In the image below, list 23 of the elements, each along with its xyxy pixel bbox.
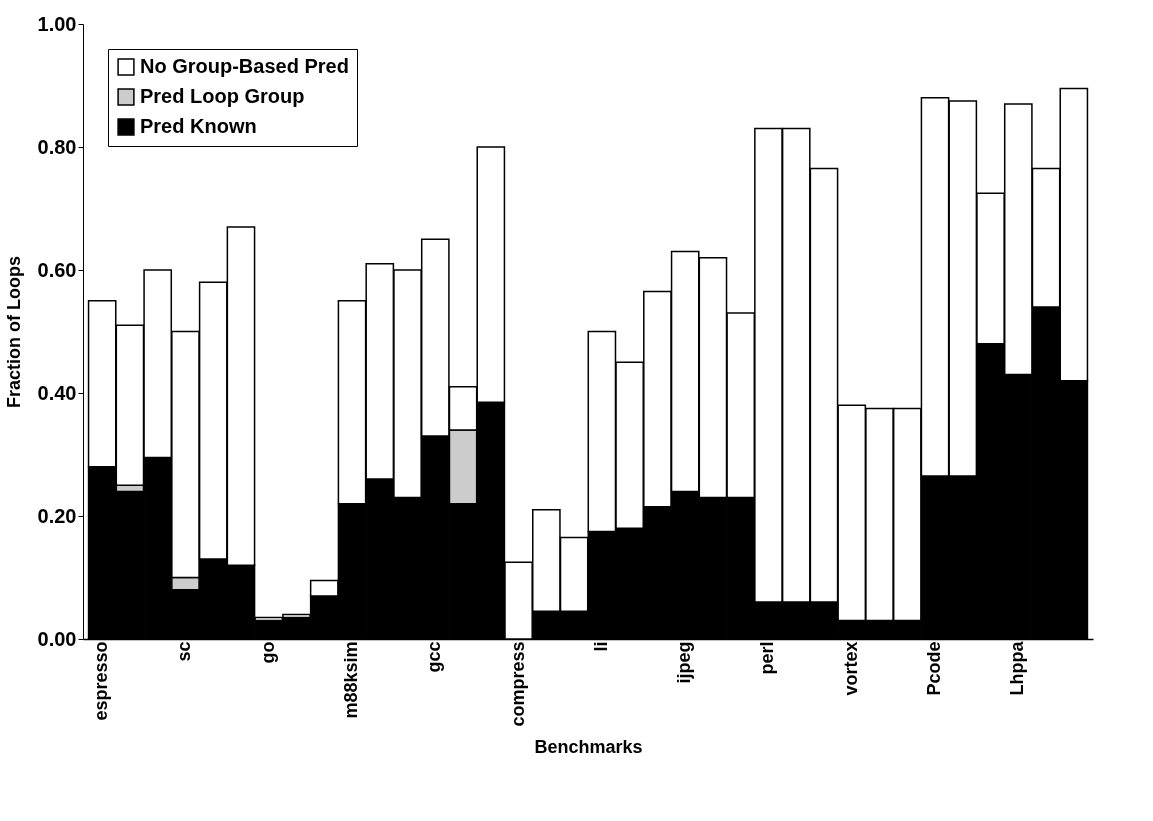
y-tick-label: 0.60 bbox=[37, 258, 77, 281]
x-tick-label: gcc bbox=[424, 641, 445, 673]
x-tick-label: Lhppa bbox=[1007, 640, 1028, 696]
y-axis-title: Fraction of Loops bbox=[3, 256, 24, 408]
x-tick-label: ijpeg bbox=[674, 641, 695, 684]
legend-label: No Group-Based Pred bbox=[140, 55, 349, 77]
y-tick-label: 0.40 bbox=[37, 381, 77, 404]
legend-label: Pred Known bbox=[140, 115, 257, 137]
x-tick-label: compress bbox=[507, 641, 528, 727]
y-tick-label: 0.20 bbox=[37, 504, 77, 527]
x-tick-label: espresso bbox=[91, 641, 112, 721]
y-tick-label: 0.00 bbox=[37, 627, 77, 650]
x-tick-label: sc bbox=[174, 641, 195, 662]
x-tick-label: li bbox=[590, 641, 611, 652]
legend-label: Pred Loop Group bbox=[140, 85, 305, 107]
y-tick-label: 1.00 bbox=[37, 12, 77, 35]
y-tick-label: 0.80 bbox=[37, 135, 77, 158]
x-tick-label: perl bbox=[757, 641, 778, 675]
x-axis-title: Benchmarks bbox=[534, 736, 643, 757]
x-tick-label: vortex bbox=[840, 641, 861, 696]
x-tick-label: m88ksim bbox=[341, 641, 362, 719]
x-tick-label: go bbox=[257, 641, 278, 664]
x-tick-label: Pcode bbox=[924, 641, 945, 696]
